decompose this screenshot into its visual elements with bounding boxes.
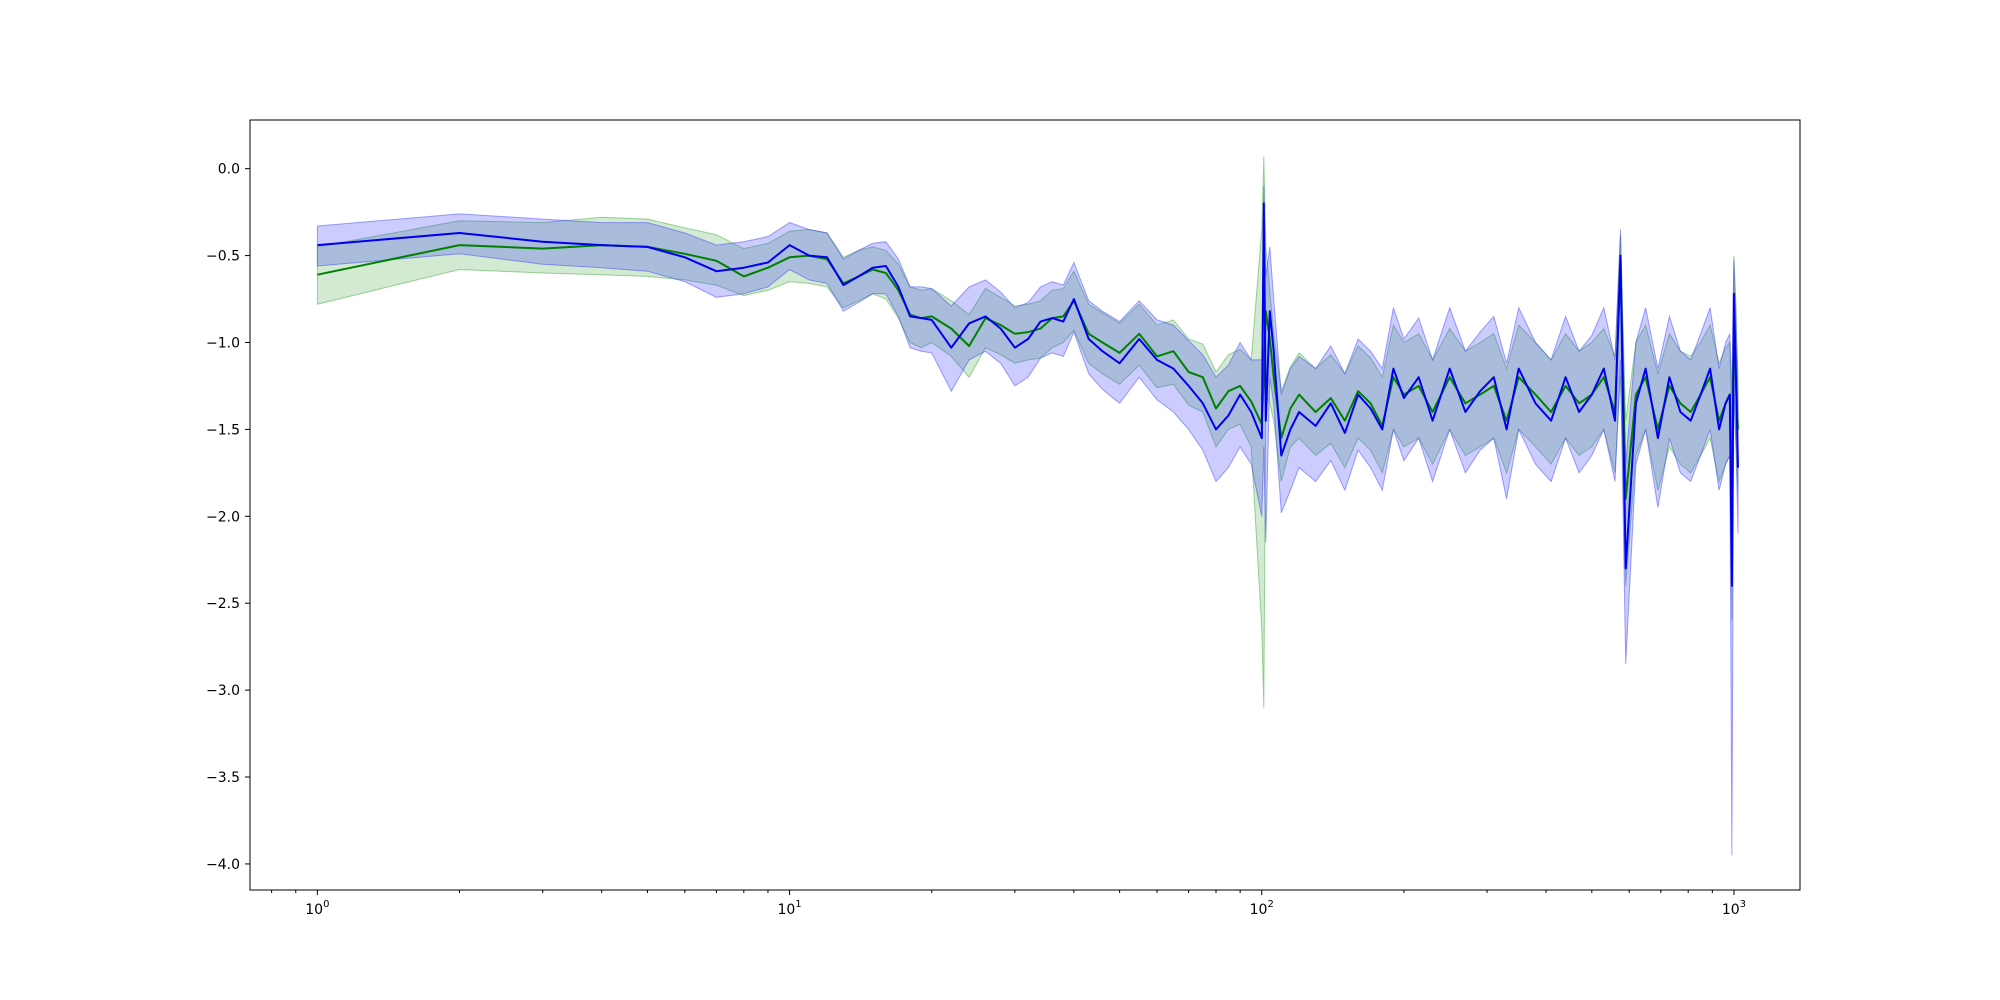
y-tick-label: −1.0 — [206, 335, 240, 351]
y-tick-label: −2.0 — [206, 509, 240, 525]
series-1-line — [317, 202, 1739, 587]
series-0-line — [317, 244, 1739, 518]
y-tick-label: −4.0 — [206, 857, 240, 873]
y-tick-label: 0.0 — [218, 162, 240, 178]
y-tick-label: −1.5 — [206, 422, 240, 438]
y-axis: 0.0 −0.5 −1.0 −1.5 −2.0 −2.5 −3.0 −3.5 −4.0 — [206, 162, 250, 873]
y-tick-label: −2.5 — [206, 596, 240, 612]
y-tick-label: −0.5 — [206, 249, 240, 265]
y-tick-label: −3.5 — [206, 770, 240, 786]
axes-frame — [249, 119, 1801, 891]
series-1-band — [316, 185, 1739, 856]
y-tick-label: −3.0 — [206, 683, 240, 699]
series-0-band — [316, 156, 1739, 708]
plot-area — [316, 156, 1739, 856]
